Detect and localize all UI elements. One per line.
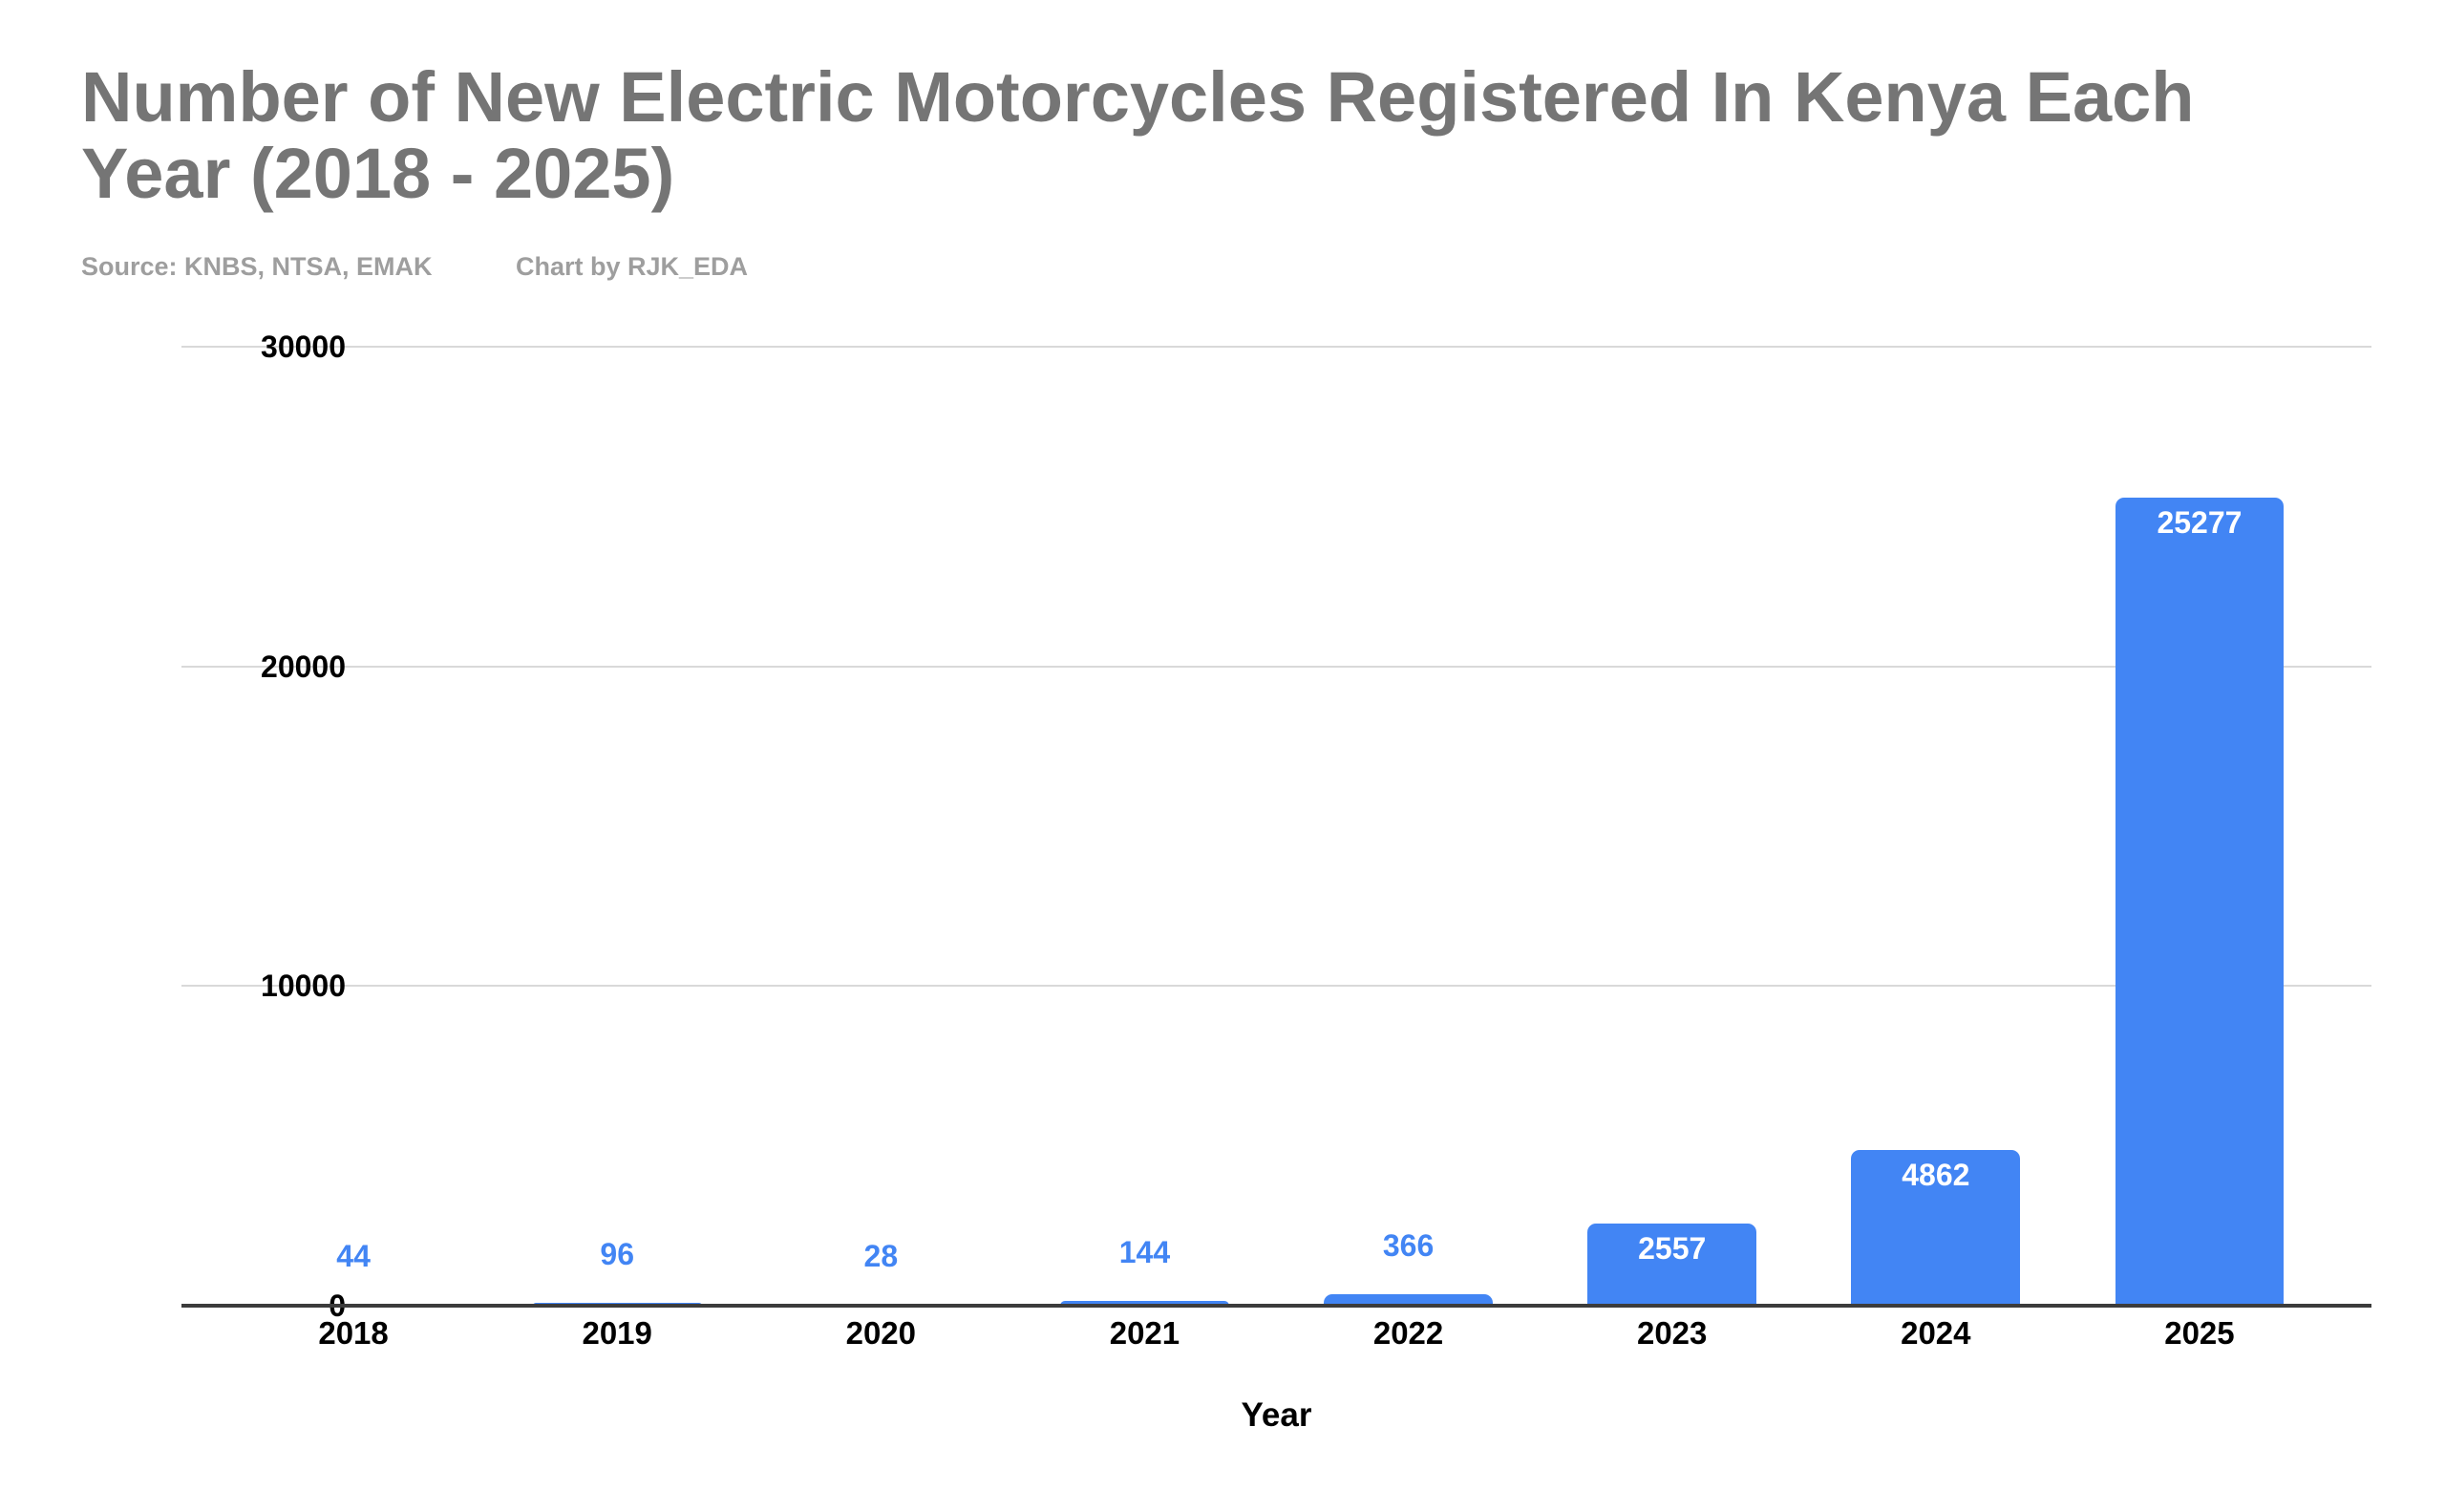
- y-axis-tick-label: 20000: [261, 649, 346, 684]
- x-axis-tick-label: 2019: [582, 1315, 652, 1351]
- chart-title: Number of New Electric Motorcycles Regis…: [81, 59, 2402, 212]
- x-axis-tick-label: 2023: [1636, 1315, 1708, 1351]
- gridline: [181, 665, 2371, 668]
- bar-value-label: 44: [336, 1238, 371, 1273]
- bar-band: 44 96 28 144 366 2557 4862 25277: [222, 347, 2331, 1306]
- bar-2023: [1587, 1224, 1757, 1306]
- bar-value-label: 2557: [1638, 1231, 1707, 1267]
- x-axis-tick-label: 2022: [1372, 1315, 1444, 1351]
- x-axis-tick-label: 2018: [318, 1315, 389, 1351]
- bar-column: 144: [1012, 347, 1276, 1306]
- x-axis-tick-label: 2021: [1109, 1315, 1180, 1351]
- x-axis-tick-labels: 2018 2019 2020 2021 2022 2023 2024 2025: [222, 1314, 2331, 1352]
- bar-column: 25277: [2068, 347, 2331, 1306]
- plot-area: 0100002000030000: [181, 330, 2371, 1323]
- gridline: [181, 985, 2371, 988]
- bar-column: 96: [485, 347, 749, 1306]
- bar-column: 366: [1277, 347, 1541, 1306]
- bar-2025: [2115, 498, 2285, 1306]
- gridline: [181, 346, 2371, 348]
- bar-column: 44: [222, 347, 485, 1306]
- x-axis-baseline: [181, 1304, 2371, 1308]
- bar-value-label: 96: [600, 1236, 634, 1271]
- bar-value-label: 28: [863, 1239, 899, 1274]
- bar-column: 2557: [1541, 347, 1804, 1306]
- x-axis-title: Year: [1241, 1396, 1312, 1434]
- bar-column: 28: [749, 347, 1012, 1306]
- chart-title-line-1: Number of New Electric Motorcycles Regis…: [81, 57, 2195, 137]
- y-axis-tick-label: 10000: [261, 969, 346, 1004]
- bar-2024: [1851, 1150, 2021, 1306]
- bar-value-label: 25277: [2157, 505, 2243, 541]
- source-note: Source: KNBS, NTSA, EMAK: [81, 252, 433, 281]
- x-axis-tick-label: 2020: [845, 1315, 917, 1351]
- x-axis-tick-label: 2025: [2164, 1315, 2235, 1351]
- bar-column: 4862: [1804, 347, 2068, 1306]
- credit-note: Chart by RJK_EDA: [516, 252, 749, 281]
- bar-2021: [1060, 1301, 1229, 1306]
- bar-value-label: 366: [1382, 1227, 1435, 1263]
- bar-value-label: 4862: [1902, 1158, 1970, 1193]
- y-axis-tick-label: 30000: [261, 330, 346, 364]
- x-axis-tick-label: 2024: [1901, 1315, 1971, 1351]
- chart-title-line-2: Year (2018 - 2025): [81, 134, 675, 213]
- bar-2022: [1324, 1293, 1493, 1306]
- bar-value-label: 144: [1118, 1235, 1171, 1270]
- chart-subtitle: Source: KNBS, NTSA, EMAK Chart by RJK_ED…: [81, 252, 748, 282]
